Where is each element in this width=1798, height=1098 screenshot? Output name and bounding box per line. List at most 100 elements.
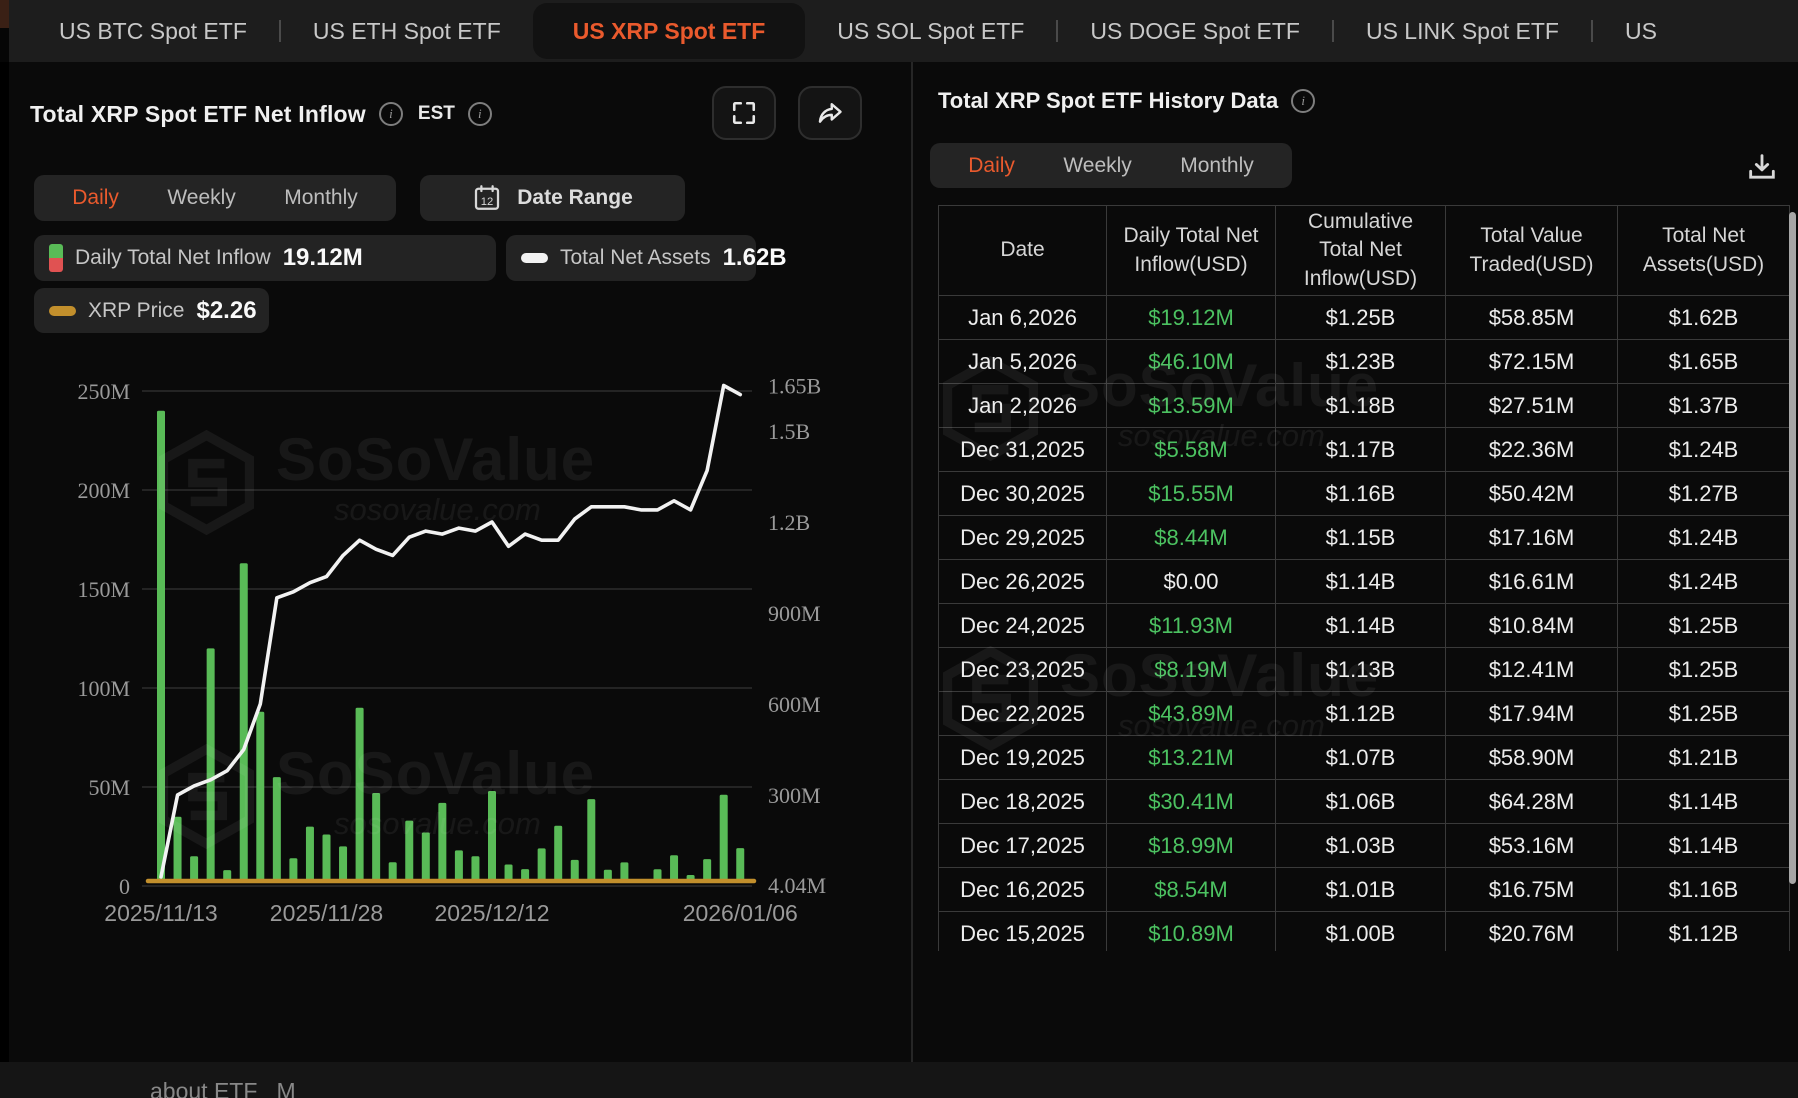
- inflow-bar[interactable]: [703, 859, 712, 882]
- chart-bars: [157, 410, 745, 882]
- inflow-bar[interactable]: [471, 856, 480, 882]
- inflow-bar[interactable]: [206, 648, 215, 882]
- cell-assets: $1.12B: [1617, 911, 1790, 951]
- inflow-bar[interactable]: [736, 848, 745, 882]
- cell-inflow: $0.00: [1106, 559, 1276, 604]
- table-period-monthly[interactable]: Monthly: [1180, 153, 1254, 177]
- cell-inflow: $13.21M: [1106, 735, 1276, 780]
- inflow-bar[interactable]: [488, 790, 496, 882]
- inflow-bar[interactable]: [173, 816, 182, 882]
- cell-cumulative: $1.01B: [1275, 867, 1446, 912]
- axis-tick-label: 100M: [77, 676, 130, 701]
- cell-assets: $1.25B: [1617, 691, 1790, 736]
- share-icon: [818, 103, 842, 123]
- inflow-bar[interactable]: [587, 799, 596, 882]
- cell-date: Dec 23,2025: [938, 647, 1107, 692]
- tab-us-eth-spot-etf[interactable]: US ETH Spot ETF: [312, 17, 501, 44]
- chart-period-monthly[interactable]: Monthly: [284, 186, 358, 209]
- cell-assets: $1.24B: [1617, 427, 1790, 472]
- legend-price-label: XRP Price: [88, 298, 185, 322]
- download-button[interactable]: [1741, 146, 1783, 188]
- cell-assets: $1.14B: [1617, 779, 1790, 824]
- cell-inflow: $43.89M: [1106, 691, 1276, 736]
- inflow-bar[interactable]: [239, 563, 248, 882]
- info-icon[interactable]: i: [378, 102, 403, 126]
- inflow-bar[interactable]: [372, 792, 381, 882]
- cell-traded: $53.16M: [1445, 823, 1618, 868]
- inflow-bar[interactable]: [570, 859, 579, 882]
- axis-tick-label: 50M: [88, 775, 130, 800]
- tab-us-link-spot-etf[interactable]: US LINK Spot ETF: [1365, 17, 1559, 44]
- inflow-bar[interactable]: [719, 794, 728, 882]
- chart-period-daily[interactable]: Daily: [72, 186, 119, 209]
- chart-panel-title: Total XRP Spot ETF Net Inflow: [30, 100, 366, 127]
- inflow-bar[interactable]: [620, 862, 629, 882]
- cell-assets: $1.62B: [1617, 295, 1790, 340]
- legend-daily-net-inflow[interactable]: Daily Total Net Inflow 19.12M: [34, 235, 496, 281]
- cell-date: Dec 26,2025: [938, 559, 1107, 604]
- inflow-bar[interactable]: [454, 850, 463, 882]
- inflow-chart[interactable]: 250M 200M 150M 100M 50M 0 1.65B 1.5B 1.2B 900M 600…: [9, 365, 911, 945]
- history-data-panel: Total XRP Spot ETF History Data i Daily …: [913, 62, 1798, 1062]
- inflow-bar[interactable]: [405, 820, 414, 882]
- cell-traded: $10.84M: [1445, 603, 1618, 648]
- table-period-tabs: Daily Weekly Monthly: [930, 143, 1292, 188]
- tab-truncated[interactable]: US: [1624, 17, 1657, 44]
- share-button[interactable]: [798, 86, 862, 140]
- legend-assets-label: Total Net Assets: [560, 246, 711, 269]
- info-icon[interactable]: i: [467, 102, 492, 126]
- date-range-button[interactable]: 12 Date Range: [420, 175, 685, 221]
- info-icon[interactable]: i: [1291, 89, 1316, 113]
- axis-tick-label: 200M: [77, 478, 130, 503]
- est-timezone-label: EST: [417, 103, 455, 124]
- inflow-outflow-legend-icon: [49, 244, 63, 272]
- inflow-bar[interactable]: [339, 846, 348, 882]
- inflow-bar[interactable]: [305, 826, 314, 882]
- cell-inflow: $8.44M: [1106, 515, 1276, 560]
- inflow-bar[interactable]: [190, 856, 199, 882]
- inflow-bar[interactable]: [554, 825, 563, 882]
- inflow-bar[interactable]: [438, 802, 447, 882]
- inflow-bar[interactable]: [157, 410, 165, 882]
- tab-us-sol-spot-etf[interactable]: US SOL Spot ETF: [837, 17, 1025, 44]
- tab-separator: [1056, 20, 1059, 42]
- cell-inflow: $13.59M: [1106, 383, 1276, 428]
- table-scrollbar[interactable]: [1789, 212, 1796, 884]
- inflow-bar[interactable]: [504, 864, 513, 882]
- inflow-bar[interactable]: [256, 711, 265, 882]
- inflow-bar[interactable]: [670, 855, 679, 882]
- cell-date: Dec 29,2025: [938, 515, 1107, 560]
- inflow-bar[interactable]: [272, 777, 281, 882]
- inflow-bar[interactable]: [289, 858, 298, 882]
- axis-tick-label: 250M: [77, 379, 130, 404]
- fullscreen-button[interactable]: [712, 86, 776, 140]
- clipped-footer-strip: about ETF M: [0, 1062, 1798, 1098]
- active-tab-label: US XRP Spot ETF: [572, 17, 766, 44]
- history-table-body: Jan 6,2026 $19.12M $1.25B $58.85M $1.62B Jan …: [938, 295, 1790, 951]
- inflow-bar[interactable]: [355, 707, 364, 882]
- tab-us-doge-spot-etf[interactable]: US DOGE Spot ETF: [1090, 17, 1300, 44]
- window-edge-sliver: [0, 0, 9, 62]
- legend-total-net-assets[interactable]: Total Net Assets 1.62B: [506, 235, 787, 281]
- tab-us-xrp-spot-etf[interactable]: US XRP Spot ETF: [532, 3, 806, 59]
- table-row: Dec 17,2025 $18.99M $1.03B $53.16M $1.14B: [938, 823, 1790, 868]
- chart-period-weekly[interactable]: Weekly: [167, 186, 236, 209]
- table-row: Jan 6,2026 $19.12M $1.25B $58.85M $1.62B: [938, 295, 1790, 340]
- tab-us-btc-spot-etf[interactable]: US BTC Spot ETF: [59, 17, 247, 44]
- svg-text:12: 12: [481, 196, 494, 208]
- inflow-bar[interactable]: [537, 848, 546, 882]
- inflow-bar[interactable]: [322, 834, 331, 882]
- table-period-weekly[interactable]: Weekly: [1063, 153, 1132, 177]
- cell-assets: $1.24B: [1617, 515, 1790, 560]
- table-row: Dec 15,2025 $10.89M $1.00B $20.76M $1.12B: [938, 911, 1790, 951]
- inflow-bar[interactable]: [421, 832, 430, 882]
- cell-traded: $50.42M: [1445, 471, 1618, 516]
- cell-date: Jan 5,2026: [938, 339, 1107, 384]
- download-icon: [1749, 154, 1775, 179]
- cell-date: Dec 31,2025: [938, 427, 1107, 472]
- tab-separator: [278, 20, 281, 42]
- legend-xrp-price[interactable]: XRP Price $2.26: [34, 288, 269, 333]
- table-period-daily[interactable]: Daily: [968, 153, 1015, 177]
- chart-axis-labels: 250M 200M 150M 100M 50M 0 1.65B 1.5B 1.2B 900M 600…: [77, 374, 826, 926]
- inflow-bar[interactable]: [388, 862, 397, 882]
